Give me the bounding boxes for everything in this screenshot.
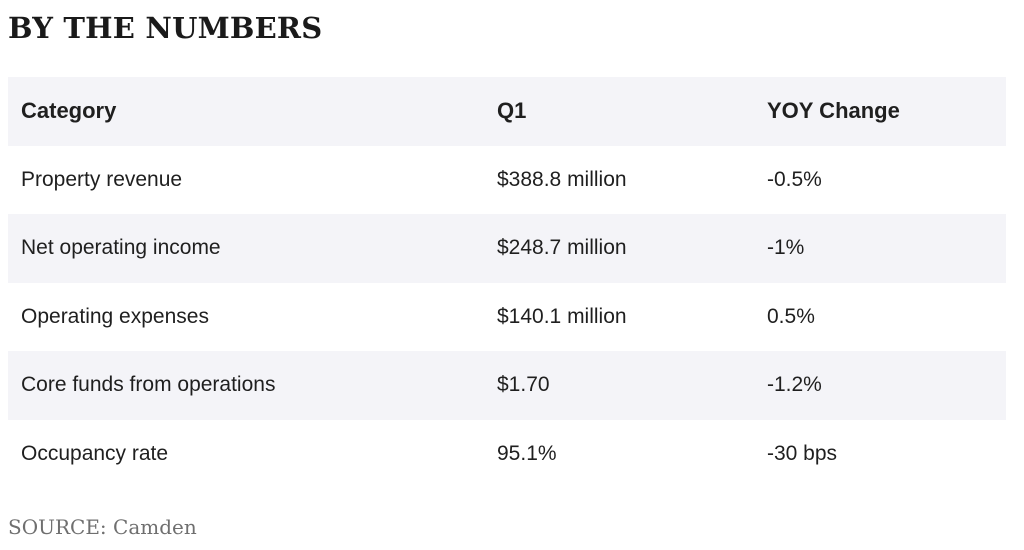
category-cell: Net operating income: [21, 236, 221, 260]
category-cell: Occupancy rate: [21, 441, 169, 465]
q1-cell: $248.7 million: [497, 236, 627, 260]
category-cell: Property revenue: [21, 167, 183, 191]
column-header-q1: Q1: [497, 98, 527, 124]
table-header-row: Category Q1 YOY Change: [8, 77, 1006, 146]
source-note: SOURCE: Camden: [8, 515, 197, 539]
page-title: BY THE NUMBERS: [8, 11, 323, 45]
table-row: Net operating income $248.7 million -1%: [8, 214, 1006, 283]
q1-cell: $1.70: [497, 373, 550, 397]
table-row: Occupancy rate 95.1% -30 bps: [8, 420, 1006, 489]
column-header-yoy-change: YOY Change: [767, 98, 900, 124]
q1-cell: 95.1%: [497, 441, 557, 465]
q1-cell: $388.8 million: [497, 167, 627, 191]
yoy-change-cell: -1.2%: [767, 373, 822, 397]
table-row: Property revenue $388.8 million -0.5%: [8, 146, 1006, 215]
table-row: Core funds from operations $1.70 -1.2%: [8, 351, 1006, 420]
category-cell: Operating expenses: [21, 304, 209, 328]
yoy-change-cell: 0.5%: [767, 304, 815, 328]
yoy-change-cell: -1%: [767, 236, 805, 260]
column-header-category: Category: [21, 98, 117, 124]
table-row: Operating expenses $140.1 million 0.5%: [8, 283, 1006, 352]
yoy-change-cell: -30 bps: [767, 441, 838, 465]
q1-cell: $140.1 million: [497, 304, 627, 328]
yoy-change-cell: -0.5%: [767, 167, 822, 191]
numbers-table: Category Q1 YOY Change Property revenue …: [8, 77, 1006, 488]
category-cell: Core funds from operations: [21, 373, 276, 397]
